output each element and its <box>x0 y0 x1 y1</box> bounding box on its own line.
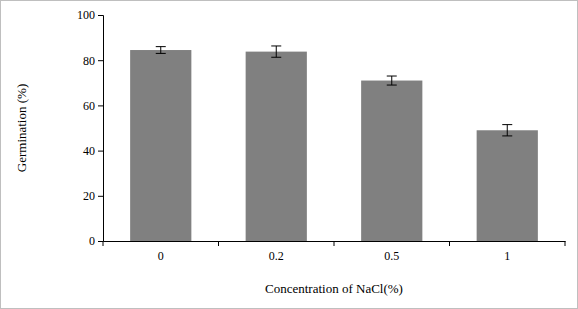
y-tick-label: 60 <box>83 99 95 113</box>
bar <box>130 50 191 241</box>
y-axis-line <box>98 16 104 242</box>
marks <box>130 46 538 241</box>
error-bar <box>502 125 512 136</box>
error-bar <box>387 76 397 85</box>
y-tick-mark <box>98 196 103 197</box>
error-bar-line <box>276 46 277 57</box>
frame <box>1 1 578 309</box>
y-tick: 60 <box>83 99 103 113</box>
y-tick-mark <box>98 15 103 16</box>
error-bar-line <box>391 76 392 85</box>
y-tick: 0 <box>89 234 103 248</box>
error-bar-line <box>156 46 166 47</box>
x-tick: 0.2 <box>269 241 284 263</box>
chart: 0 20 40 60 80 100 0 0.2 0.5 1 Concentration of NaC… <box>0 0 578 309</box>
x-divider <box>565 241 566 246</box>
x-tick-label: 0.5 <box>384 249 399 263</box>
y-tick-label: 0 <box>89 234 95 248</box>
y-tick-mark <box>98 60 103 61</box>
error-bar-line <box>507 125 508 136</box>
bar <box>246 52 307 241</box>
y-tick: 80 <box>83 54 103 68</box>
x-divider <box>334 241 335 246</box>
plot: 0 20 40 60 80 100 0 0.2 0.5 1 <box>77 8 566 262</box>
error-bar-line <box>502 135 512 136</box>
x-tick-label: 0 <box>158 249 164 263</box>
error-bar <box>156 47 166 54</box>
x-axis: 0 0.2 0.5 1 <box>103 241 566 263</box>
x-tick-label: 0.2 <box>269 249 284 263</box>
x-axis-title: Concentration of NaCl(%) <box>265 281 403 296</box>
y-tick-label: 100 <box>77 8 95 22</box>
y-axis-title: Germination (%) <box>14 84 29 172</box>
y-tick: 40 <box>83 144 103 158</box>
bar <box>361 81 422 241</box>
error-bar-line <box>387 76 397 77</box>
error-bar <box>271 46 281 57</box>
error-bar-line <box>271 57 281 58</box>
y-tick-label: 20 <box>83 189 95 203</box>
x-tick: 0 <box>158 241 164 263</box>
y-axis: 0 20 40 60 80 100 <box>77 8 104 248</box>
x-divider <box>449 241 450 246</box>
x-divider <box>218 241 219 246</box>
error-bar-line <box>502 124 512 125</box>
y-tick-label: 80 <box>83 54 95 68</box>
bar <box>477 130 538 241</box>
y-tick-label: 40 <box>83 144 95 158</box>
error-bar-line <box>387 85 397 86</box>
error-bar-line <box>271 45 281 46</box>
error-bar-line <box>160 47 161 54</box>
x-divider <box>103 241 104 246</box>
error-bar-line <box>156 53 166 54</box>
y-tick-mark <box>98 151 103 152</box>
y-tick: 100 <box>77 8 103 22</box>
y-tick-mark <box>98 105 103 106</box>
y-tick-mark <box>98 241 103 242</box>
x-tick: 1 <box>504 241 510 263</box>
x-tick: 0.5 <box>384 241 399 263</box>
x-tick-label: 1 <box>504 249 510 263</box>
y-tick: 20 <box>83 189 103 203</box>
